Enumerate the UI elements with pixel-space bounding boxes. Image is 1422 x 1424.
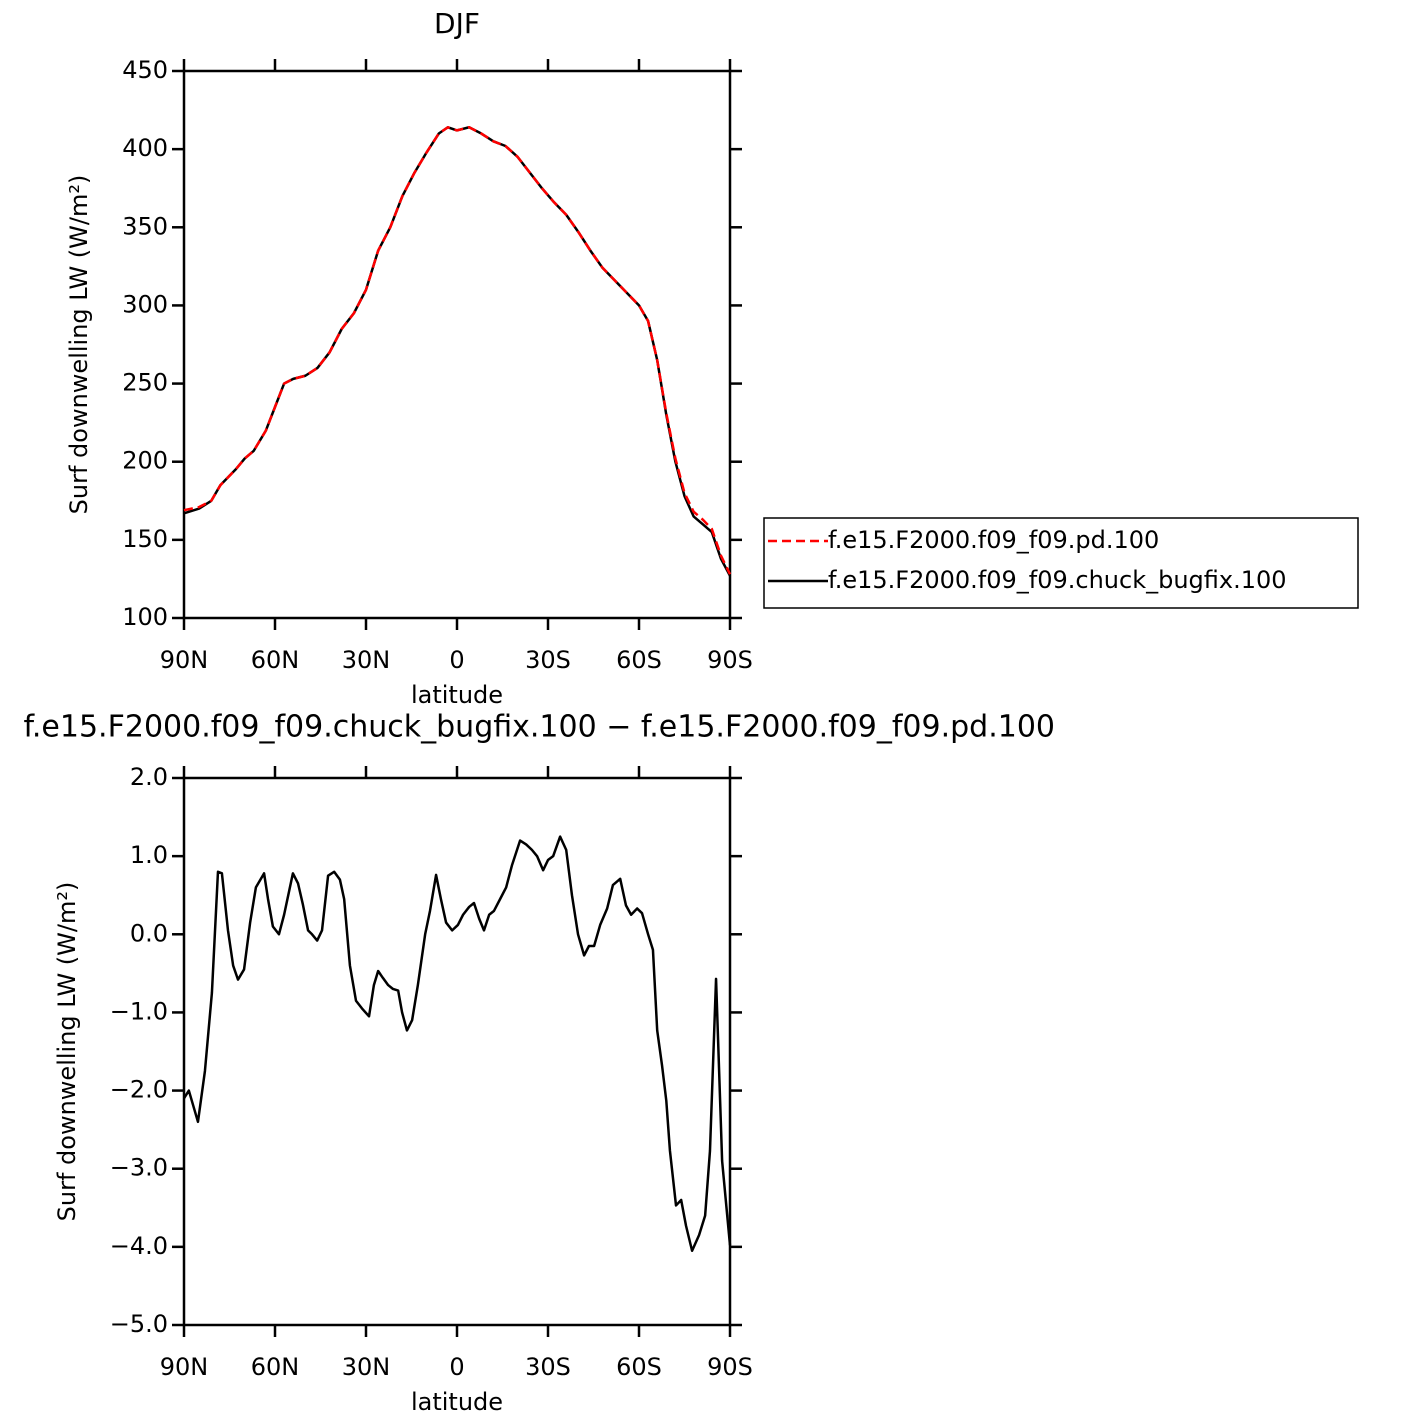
data-line (183, 126, 732, 575)
chart-title: f.e15.F2000.f09_f09.chuck_bugfix.100 − f… (24, 710, 1055, 745)
data-line (182, 835, 732, 1253)
data-line (183, 126, 732, 577)
chart-title: DJF (434, 7, 480, 40)
legend-box (763, 517, 1359, 609)
x-tick-label: 30N (342, 1353, 391, 1381)
legend-label: f.e15.F2000.f09_f09.chuck_bugfix.100 (828, 566, 1287, 594)
y-tick-label: 1.0 (130, 841, 168, 869)
y-axis-label: Surf downwelling LW (W/m²) (53, 882, 81, 1222)
y-tick-label: 150 (122, 525, 168, 553)
y-tick-label: −3.0 (110, 1154, 168, 1182)
y-axis-label: Surf downwelling LW (W/m²) (65, 175, 93, 515)
y-tick-label: 400 (122, 134, 168, 162)
y-tick-label: −5.0 (110, 1310, 168, 1338)
x-tick-label: 60N (251, 646, 300, 674)
y-tick-label: 2.0 (130, 763, 168, 791)
x-tick-label: 90S (707, 646, 753, 674)
y-tick-label: −4.0 (110, 1232, 168, 1260)
y-tick-label: −1.0 (110, 997, 168, 1025)
y-tick-label: −2.0 (110, 1076, 168, 1104)
plot-frame (182, 69, 732, 620)
x-axis-label: latitude (411, 1388, 503, 1416)
y-tick-label: 450 (122, 56, 168, 84)
x-tick-label: 0 (449, 1353, 464, 1381)
x-tick-label: 60S (616, 646, 662, 674)
x-tick-label: 30S (525, 1353, 571, 1381)
x-tick-label: 30S (525, 646, 571, 674)
legend-label: f.e15.F2000.f09_f09.pd.100 (828, 526, 1159, 554)
x-tick-label: 0 (449, 646, 464, 674)
y-tick-label: 350 (122, 212, 168, 240)
x-tick-label: 90N (160, 1353, 209, 1381)
x-axis-label: latitude (411, 681, 503, 709)
y-tick-label: 0.0 (130, 919, 168, 947)
x-tick-label: 90S (707, 1353, 753, 1381)
x-tick-label: 60S (616, 1353, 662, 1381)
x-tick-label: 90N (160, 646, 209, 674)
x-tick-label: 30N (342, 646, 391, 674)
plot-frame (182, 776, 732, 1327)
y-tick-label: 250 (122, 369, 168, 397)
y-tick-label: 200 (122, 447, 168, 475)
y-tick-label: 300 (122, 290, 168, 318)
y-tick-label: 100 (122, 603, 168, 631)
x-tick-label: 60N (251, 1353, 300, 1381)
